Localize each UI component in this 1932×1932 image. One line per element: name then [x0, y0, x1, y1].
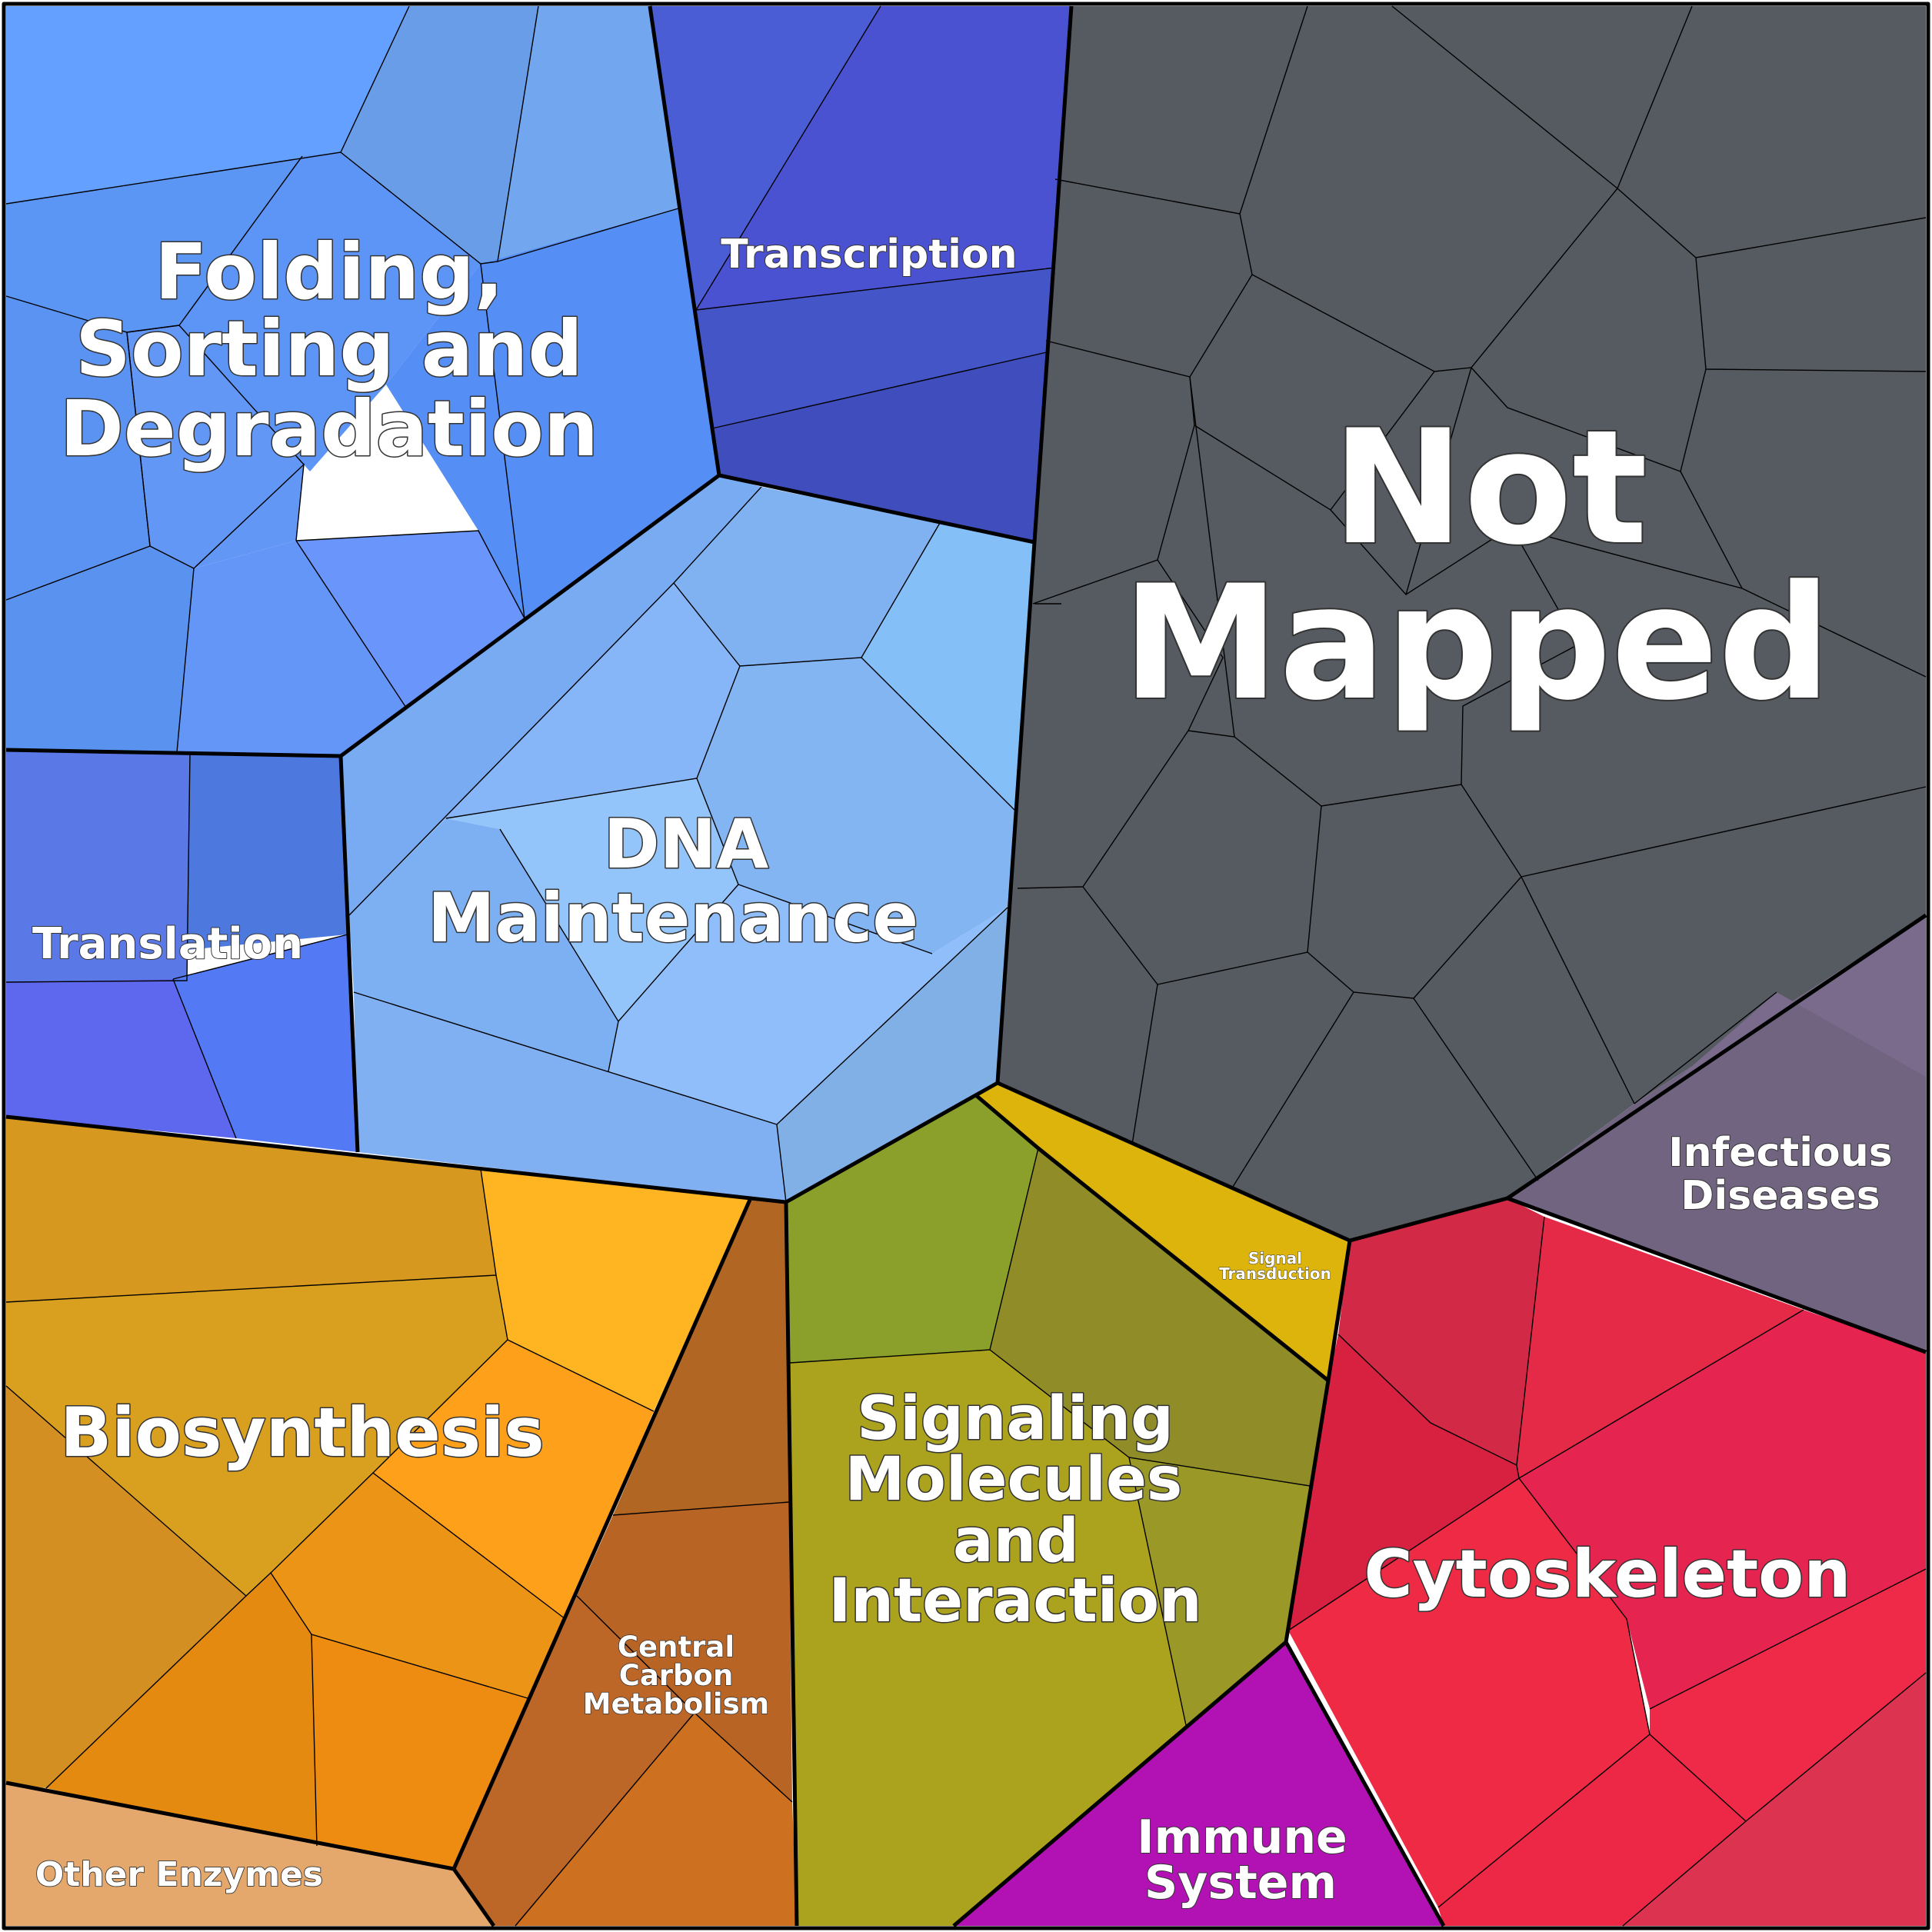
cell [977, 1083, 1350, 1381]
cell [341, 475, 761, 915]
label-immune-line-2: System [1144, 1856, 1337, 1910]
region-translation [6, 750, 358, 1152]
cell [173, 934, 358, 1152]
cell [446, 778, 738, 1021]
label-central-carbon-line-3: Metabolism [583, 1687, 769, 1720]
cell [998, 6, 1926, 1241]
cell [6, 1386, 246, 1788]
cell [127, 325, 304, 568]
label-not-mapped-line-2: Mapped [1122, 552, 1831, 735]
cell [311, 1634, 528, 1869]
label-not-mapped-line-1: Not [1332, 397, 1647, 580]
cell [777, 908, 1008, 1202]
region-not-mapped [998, 6, 1926, 1241]
cell [386, 208, 719, 618]
cell [577, 1502, 792, 1802]
label-folding-line-2: Sorting and [75, 304, 583, 394]
cell [1623, 1673, 1926, 1926]
label-signaling-line-4: Interaction [828, 1567, 1201, 1636]
cell [990, 1148, 1328, 1486]
cell [179, 152, 481, 471]
label-immune-line-1: Immune [1137, 1810, 1347, 1864]
label-translation: Translation [32, 919, 303, 969]
cell [861, 523, 1034, 811]
cell [6, 1275, 508, 1596]
region-signaling-molecules-interaction [786, 1096, 1328, 1926]
cell [341, 6, 538, 264]
cell [354, 992, 786, 1202]
cell [349, 818, 618, 1071]
cell [1338, 1198, 1544, 1465]
cell [696, 268, 1055, 428]
cell [650, 6, 881, 310]
region-dna-maintenance [341, 475, 1034, 1202]
cell [712, 352, 1047, 542]
label-dna-line-1: DNA [604, 804, 769, 884]
cell [349, 583, 740, 915]
region-biosynthesis [6, 1117, 750, 1869]
region-transcription [650, 6, 1071, 542]
cell [6, 1783, 494, 1926]
cell [6, 1117, 496, 1302]
cell [498, 6, 678, 261]
label-other-enzymes: Other Enzymes [35, 1855, 323, 1894]
region-other-enzymes [6, 1783, 494, 1926]
cell [608, 884, 1008, 1124]
cell [786, 1096, 1038, 1363]
label-signaling-line-2: Molecules [845, 1445, 1183, 1514]
region-signal-transduction [977, 1083, 1350, 1381]
cell [373, 1340, 654, 1619]
cell [1519, 1310, 1926, 1709]
label-infectious-line-1: Infectious [1668, 1130, 1892, 1176]
cell [481, 1169, 750, 1411]
label-infectious-line-2: Diseases [1681, 1173, 1880, 1219]
region-immune-system [954, 1642, 1444, 1926]
label-transcription: Transcription [721, 232, 1017, 278]
cell [790, 1350, 1186, 1926]
region-central-carbon-metabolism [454, 1200, 797, 1926]
region-cytoskeleton [1288, 1198, 1926, 1926]
label-signaling-line-3: and [953, 1507, 1079, 1576]
labels: Folding, Sorting and Degradation Transcr… [32, 226, 1894, 1911]
region-folding-sorting-degradation [6, 6, 719, 756]
label-dna-line-2: Maintenance [428, 878, 918, 958]
cell [271, 1473, 565, 1698]
cell [697, 658, 1016, 954]
cell [6, 152, 341, 332]
label-biosynthesis: Biosynthesis [60, 1393, 544, 1472]
cell [6, 979, 236, 1138]
cell [187, 754, 348, 950]
cell [696, 6, 1071, 310]
label-central-carbon-line-2: Carbon [619, 1659, 734, 1692]
cell [454, 1596, 695, 1926]
cell [6, 546, 194, 752]
cell [6, 750, 190, 982]
cell [296, 531, 525, 708]
cell [515, 1713, 797, 1926]
label-signal-transduction-line-2: Transduction [1219, 1264, 1331, 1283]
cell [177, 541, 406, 756]
cell [1507, 915, 1926, 1352]
cell [1288, 1478, 1650, 1907]
cell [1517, 1217, 1804, 1478]
cell [674, 487, 940, 666]
label-folding-line-1: Folding, [155, 227, 504, 317]
cell [46, 1573, 317, 1846]
label-central-carbon-line-1: Central [618, 1631, 734, 1664]
cell [1288, 1334, 1519, 1631]
cell [954, 1642, 1444, 1926]
label-signal-transduction-line-1: Signal [1248, 1249, 1302, 1267]
cell [613, 1200, 789, 1515]
label-signaling-line-1: Signaling [857, 1384, 1174, 1454]
label-folding-line-3: Degradation [60, 384, 598, 474]
label-cytoskeleton: Cytoskeleton [1364, 1536, 1851, 1613]
cell [1438, 1734, 1746, 1926]
cell [1650, 1569, 1926, 1821]
cell [6, 296, 150, 600]
cell [6, 6, 409, 204]
cell-borders [5, 5, 1927, 1927]
